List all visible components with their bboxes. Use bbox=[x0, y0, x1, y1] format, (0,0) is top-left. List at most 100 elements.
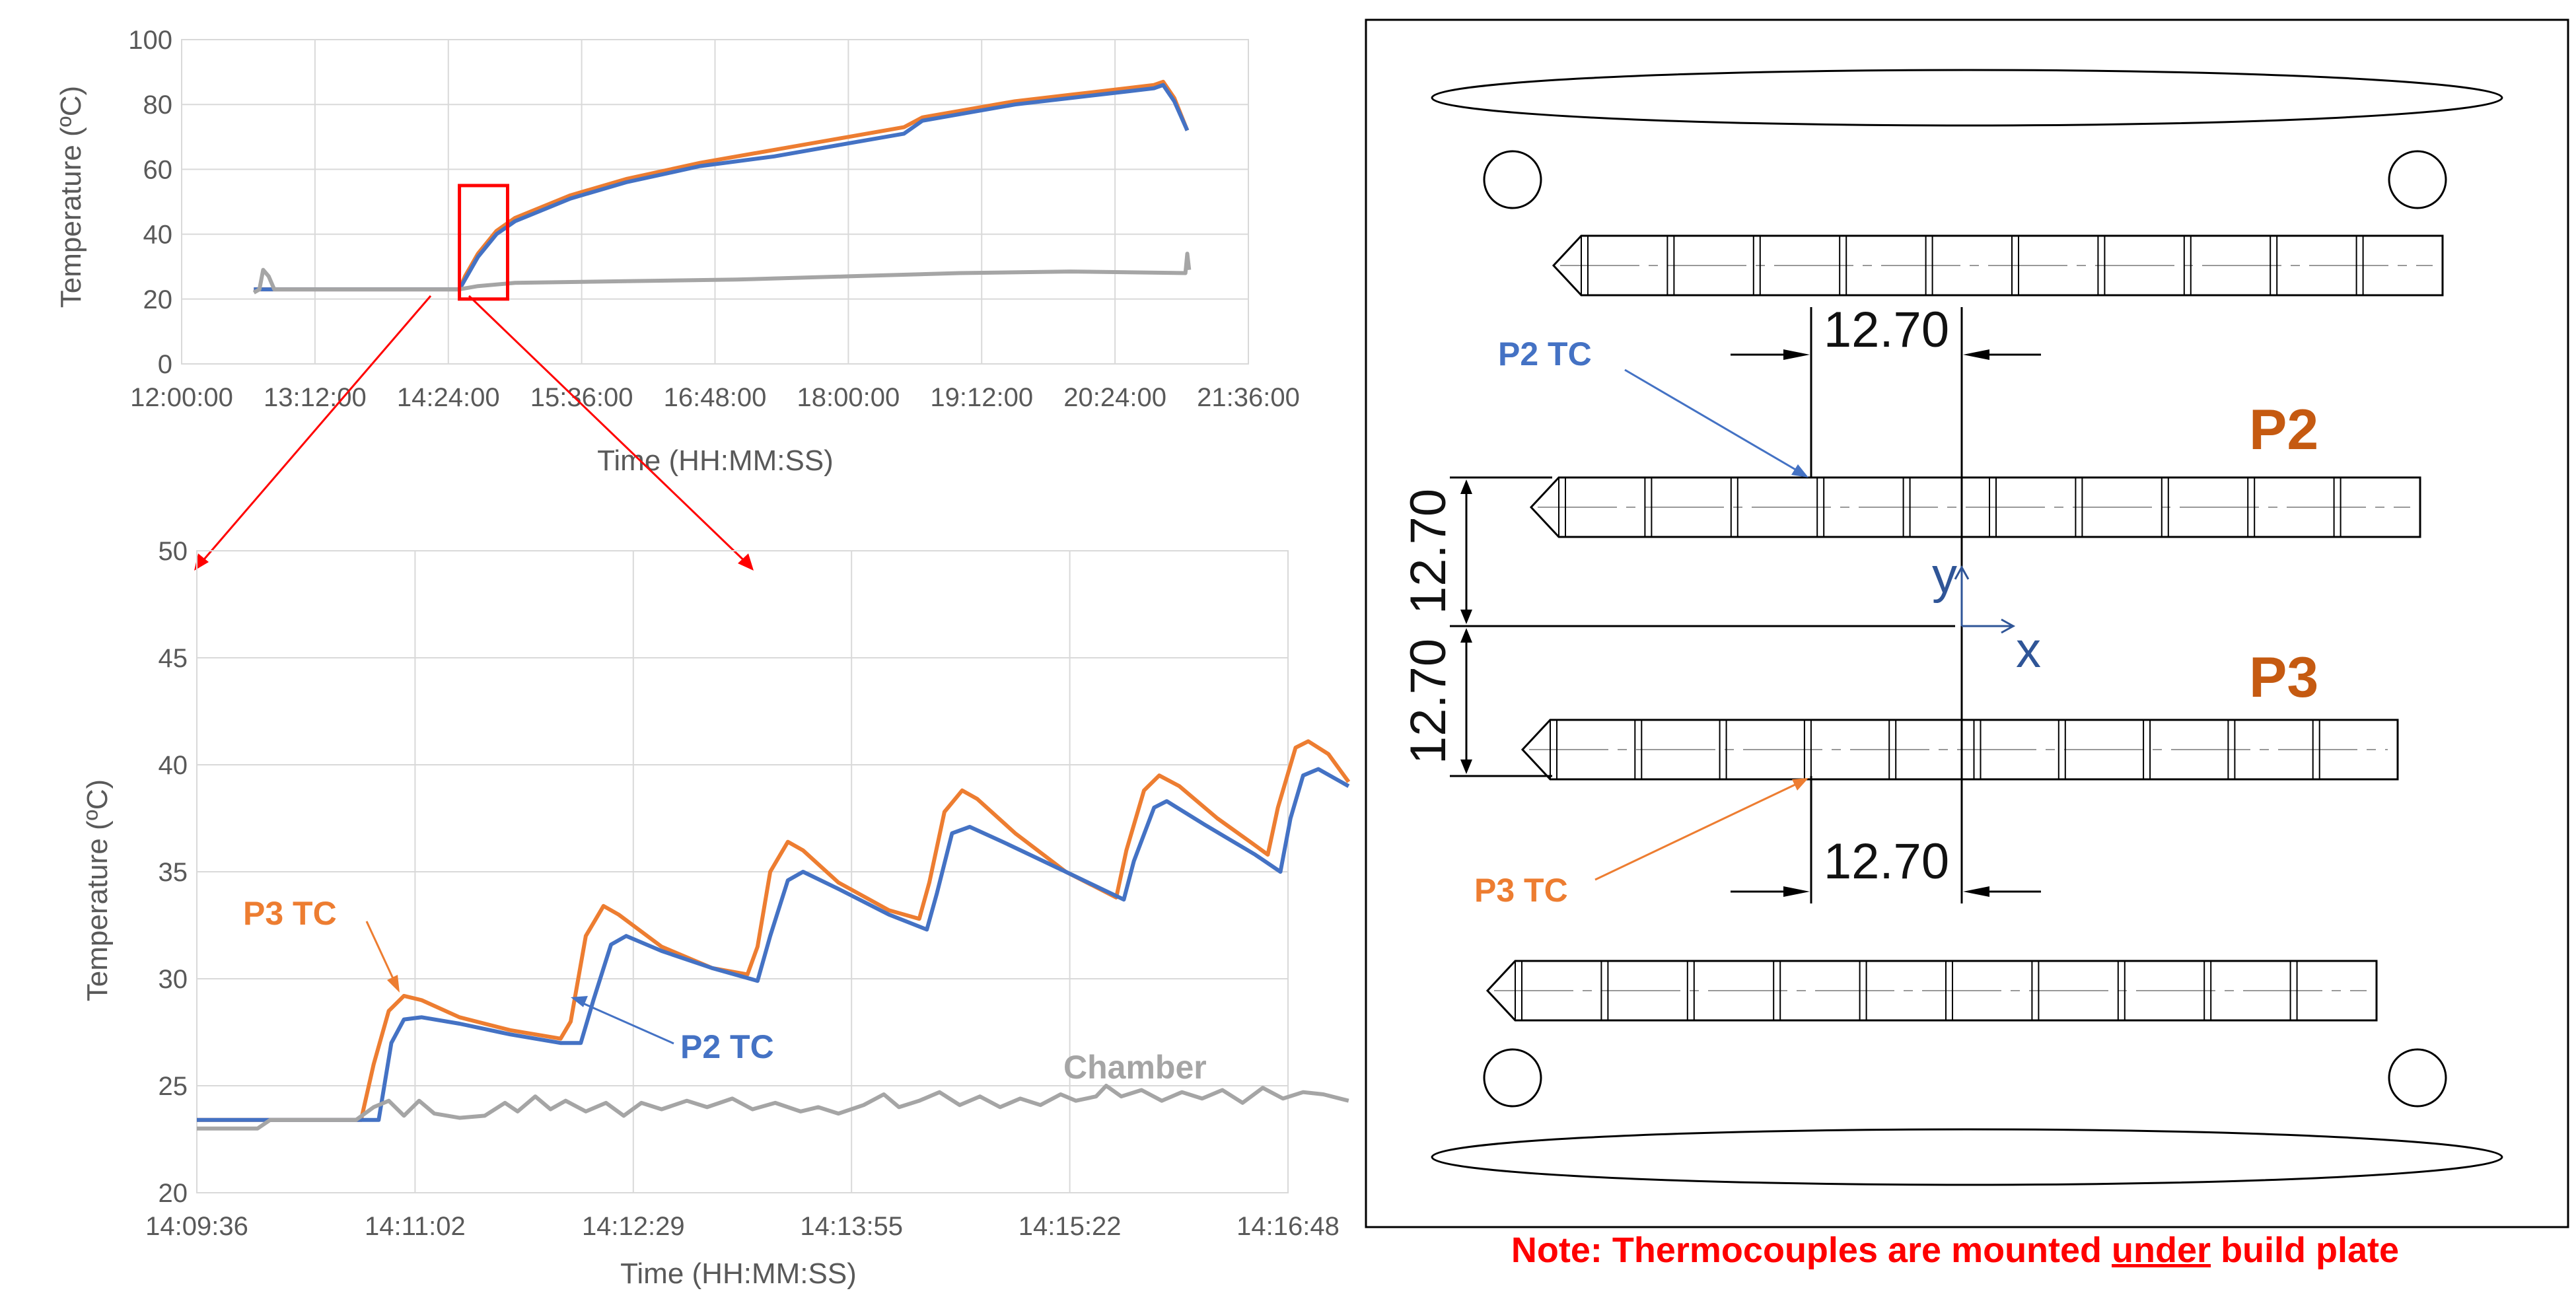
build-plate-outline bbox=[1365, 18, 2569, 1228]
series-line-series-1 bbox=[254, 79, 1190, 292]
series-line-p2-tc bbox=[197, 767, 1350, 1122]
zoomed-y-tick-labels: 20 25 30 35 40 45 50 bbox=[159, 537, 188, 1208]
part-bar-p3 bbox=[1521, 719, 2399, 781]
note-emphasis: under bbox=[2112, 1230, 2211, 1270]
x-tick-label: 14:09:36 bbox=[145, 1212, 248, 1241]
zoomed-series bbox=[197, 739, 1351, 1131]
x-axis-label: x bbox=[2016, 622, 2041, 678]
x-tick-label: 14:24:00 bbox=[397, 383, 500, 412]
y-axis-label: y bbox=[1932, 548, 1957, 604]
x-tick-label: 15:36:00 bbox=[530, 383, 633, 412]
x-tick-label: 14:11:02 bbox=[365, 1212, 466, 1241]
series-line-chamber bbox=[197, 1084, 1349, 1131]
bottom-x-dimension-label: 12.70 bbox=[1824, 833, 1949, 890]
top-x-dimension bbox=[1731, 307, 2041, 812]
bottom-x-dimension-arrowheads bbox=[1783, 886, 1989, 897]
zoom-arrowhead-right bbox=[738, 553, 754, 571]
overview-y-tick-labels: 0 20 40 60 80 100 bbox=[128, 26, 172, 379]
y-tick-label: 35 bbox=[159, 858, 188, 887]
overview-series bbox=[252, 79, 1192, 295]
top-x-dimension-arrowheads bbox=[1783, 349, 1989, 360]
series-line-p3-tc bbox=[197, 739, 1351, 1122]
p3-tc-chart-pointer bbox=[365, 921, 396, 983]
p2-tc-chart-pointer bbox=[581, 1001, 674, 1045]
bar-outline bbox=[1552, 234, 2444, 297]
overview-gridlines bbox=[181, 39, 1249, 365]
mounting-hole-top-left bbox=[1483, 150, 1542, 209]
bar-outline bbox=[1529, 476, 2421, 538]
p3-part-label: P3 bbox=[2249, 646, 2318, 709]
bar-outline bbox=[1521, 719, 2399, 781]
zoomed-x-tick-labels: 14:09:36 14:11:02 14:12:29 14:13:55 14:15:22… bbox=[145, 1212, 1340, 1241]
overview-x-tick-labels: 12:00:00 13:12:00 14:24:00 15:36:00 16:48:00… bbox=[130, 383, 1300, 412]
zoomed-gridlines bbox=[196, 550, 1289, 1193]
x-tick-label: 14:15:22 bbox=[1019, 1212, 1122, 1241]
x-tick-label: 12:00:00 bbox=[130, 383, 233, 412]
part-bars bbox=[1485, 234, 2444, 1022]
zoom-connector-right bbox=[468, 295, 750, 566]
x-tick-label: 16:48:00 bbox=[664, 383, 767, 412]
overview-temperature-chart: 0 20 40 60 80 100 12:00:00 13:12:00 14:24:00 15:… bbox=[55, 26, 1300, 477]
vertical-dimension bbox=[1450, 476, 1955, 777]
y-tick-label: 25 bbox=[159, 1072, 188, 1101]
p2-tc-diagram-pointer bbox=[1624, 369, 1797, 472]
zoom-connector-arrows bbox=[194, 295, 754, 571]
p3-tc-diagram-arrowhead bbox=[1792, 778, 1808, 791]
x-tick-label: 14:12:29 bbox=[582, 1212, 685, 1241]
x-tick-label: 18:00:00 bbox=[797, 383, 900, 412]
mounting-hole-bottom-left bbox=[1483, 1048, 1542, 1108]
top-x-dimension-label: 12.70 bbox=[1824, 302, 1949, 358]
overview-x-axis-title: Time (HH:MM:SS) bbox=[597, 444, 834, 477]
chamber-chart-label: Chamber bbox=[1063, 1049, 1207, 1086]
y-tick-label: 40 bbox=[159, 751, 188, 780]
x-tick-label: 21:36:00 bbox=[1197, 383, 1300, 412]
p3-tc-diagram-pointer bbox=[1594, 783, 1797, 881]
bottom-slot bbox=[1431, 1128, 2503, 1186]
part-bar-top bbox=[1552, 234, 2444, 297]
p2-tc-chart-label: P2 TC bbox=[680, 1028, 774, 1065]
part-bar-bottom bbox=[1485, 960, 2378, 1022]
y-tick-label: 50 bbox=[159, 537, 188, 566]
p3-y-dimension-label: 12.70 bbox=[1400, 639, 1456, 764]
y-tick-label: 30 bbox=[159, 965, 188, 994]
p3-tc-diagram-label: P3 TC bbox=[1474, 872, 1568, 909]
y-tick-label: 100 bbox=[128, 26, 172, 55]
x-tick-label: 14:13:55 bbox=[800, 1212, 903, 1241]
p2-y-dimension-label: 12.70 bbox=[1400, 489, 1456, 614]
p2-part-label: P2 bbox=[2249, 398, 2318, 462]
top-slot bbox=[1431, 69, 2503, 127]
thermocouple-note: Note: Thermocouples are mounted under bu… bbox=[1361, 1230, 2550, 1271]
coordinate-axes bbox=[1954, 565, 2016, 634]
p2-tc-diagram-arrowhead bbox=[1791, 464, 1808, 477]
zoomed-x-axis-title: Time (HH:MM:SS) bbox=[620, 1257, 857, 1290]
p3-tc-chart-arrowhead bbox=[387, 975, 400, 993]
zoomed-y-axis-title: Temperature (ºC) bbox=[81, 779, 114, 1001]
overview-y-axis-title: Temperature (ºC) bbox=[55, 86, 87, 308]
y-tick-label: 45 bbox=[159, 644, 188, 673]
build-plate-diagram: 12.70 12.70 12.70 12.70 bbox=[1365, 18, 2569, 1228]
part-bar-p2 bbox=[1529, 476, 2421, 538]
zoom-connector-left bbox=[198, 295, 432, 565]
mounting-hole-top-right bbox=[2388, 150, 2447, 209]
p2-tc-diagram-label: P2 TC bbox=[1498, 336, 1592, 372]
y-tick-label: 60 bbox=[143, 155, 173, 184]
bar-outline bbox=[1485, 960, 2378, 1022]
series-line-series-2 bbox=[254, 83, 1190, 292]
x-tick-label: 14:16:48 bbox=[1236, 1212, 1340, 1241]
vertical-dimension-arrowheads bbox=[1460, 479, 1472, 774]
x-tick-label: 13:12:00 bbox=[264, 383, 367, 412]
y-tick-label: 20 bbox=[159, 1179, 188, 1208]
y-tick-label: 0 bbox=[158, 350, 172, 379]
y-tick-label: 20 bbox=[143, 285, 173, 314]
x-tick-label: 19:12:00 bbox=[930, 383, 1033, 412]
zoom-arrowhead-left bbox=[194, 553, 209, 571]
y-tick-label: 80 bbox=[143, 90, 173, 120]
mounting-hole-bottom-right bbox=[2388, 1048, 2447, 1108]
zoom-region-box bbox=[458, 184, 509, 301]
note-text-after: build plate bbox=[2211, 1230, 2400, 1270]
note-text-before: Note: Thermocouples are mounted bbox=[1511, 1230, 2112, 1270]
x-tick-label: 20:24:00 bbox=[1063, 383, 1166, 412]
series-line-series-3 bbox=[252, 252, 1192, 295]
